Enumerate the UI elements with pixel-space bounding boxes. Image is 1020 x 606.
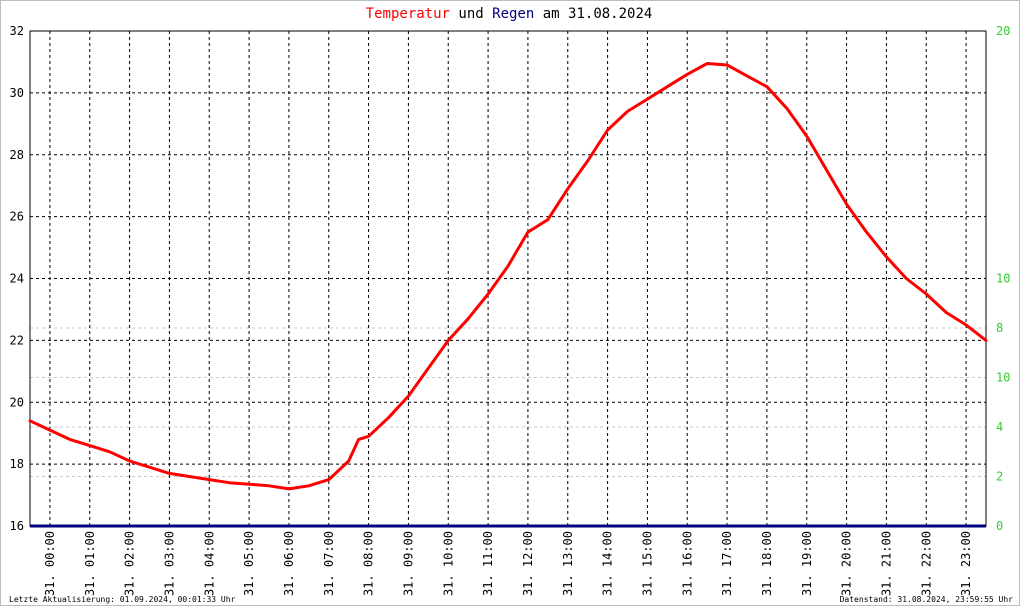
plot-area — [30, 31, 986, 526]
footer-data-status: Datenstand: 31.08.2024, 23:59:55 Uhr — [840, 595, 1014, 604]
title-connector-2 — [484, 6, 492, 22]
title-rain: Regen — [492, 6, 534, 22]
x-tick-label: 31. 19:00 — [800, 531, 814, 596]
title-date-prefix: am — [543, 6, 560, 22]
y-right-tick-label: 8 — [996, 321, 1003, 335]
x-tick-label: 31. 13:00 — [561, 531, 575, 596]
x-tick-label: 31. 02:00 — [123, 531, 137, 596]
x-tick-label: 31. 22:00 — [919, 531, 933, 596]
title-connector-1 — [450, 6, 458, 22]
x-tick-label: 31. 08:00 — [362, 531, 376, 596]
x-tick-label: 31. 16:00 — [680, 531, 694, 596]
title-date: 31.08.2024 — [568, 6, 652, 22]
x-tick-label: 31. 04:00 — [202, 531, 216, 596]
x-tick-label: 31. 23:00 — [959, 531, 973, 596]
x-tick-label: 31. 14:00 — [601, 531, 615, 596]
x-tick-label: 31. 09:00 — [401, 531, 415, 596]
x-tick-label: 31. 20:00 — [840, 531, 854, 596]
title-connector-4 — [560, 6, 568, 22]
y-left-tick-label: 30 — [10, 86, 24, 100]
y-left-tick-label: 32 — [10, 24, 24, 38]
x-tick-label: 31. 06:00 — [282, 531, 296, 596]
y-left-tick-label: 20 — [10, 395, 24, 409]
y-right-tick-label: 0 — [996, 519, 1003, 533]
x-tick-label: 31. 15:00 — [640, 531, 654, 596]
title-temperature: Temperatur — [366, 6, 450, 22]
x-tick-label: 31. 05:00 — [242, 531, 256, 596]
title-connector-3 — [534, 6, 542, 22]
y-right-tick-label: 10 — [996, 272, 1010, 286]
x-tick-label: 31. 07:00 — [322, 531, 336, 596]
x-tick-label: 31. 17:00 — [720, 531, 734, 596]
y-left-tick-label: 24 — [10, 272, 24, 286]
x-tick-label: 31. 10:00 — [441, 531, 455, 596]
y-left-tick-label: 28 — [10, 148, 24, 162]
footer-last-update: Letzte Aktualisierung: 01.09.2024, 00:01… — [9, 595, 236, 604]
y-left-tick-label: 26 — [10, 210, 24, 224]
temperature-series-line — [28, 62, 988, 491]
y-right-tick-label: 2 — [996, 470, 1003, 484]
x-tick-label: 31. 18:00 — [760, 531, 774, 596]
chart-title: Temperatur und Regen am 31.08.2024 — [366, 6, 653, 22]
y-left-tick-label: 18 — [10, 457, 24, 471]
y-right-tick-label: 4 — [996, 420, 1003, 434]
y-right-tick-label: 20 — [996, 24, 1010, 38]
y-right-tick-label: 10 — [996, 371, 1010, 385]
x-tick-label: 31. 21:00 — [879, 531, 893, 596]
title-und: und — [458, 6, 483, 22]
x-tick-label: 31. 12:00 — [521, 531, 535, 596]
x-tick-label: 31. 11:00 — [481, 531, 495, 596]
x-tick-label: 31. 03:00 — [162, 531, 176, 596]
x-tick-label: 31. 00:00 — [43, 531, 57, 596]
x-tick-label: 31. 01:00 — [83, 531, 97, 596]
y-left-tick-label: 16 — [10, 519, 24, 533]
y-left-tick-label: 22 — [10, 333, 24, 347]
